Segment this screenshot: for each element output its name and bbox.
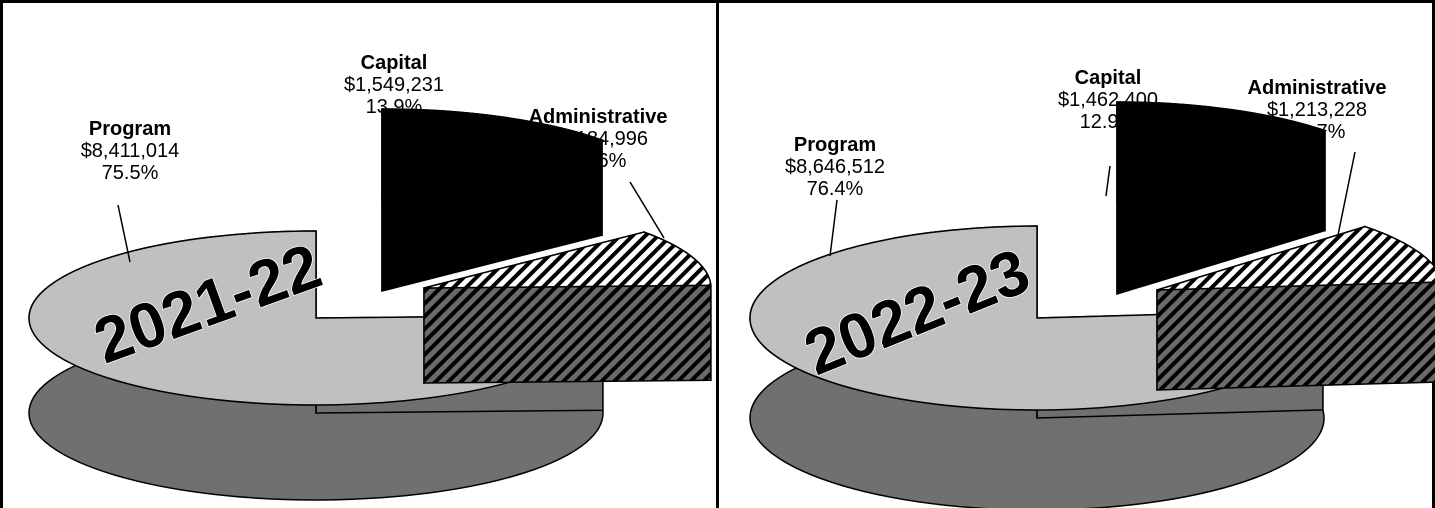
slice-label-administrative: Administrative $1,213,228 10.7% [1248,77,1387,143]
slice-name: Program [785,134,885,156]
leader-line-administrative [630,182,664,238]
leader-line-capital [1106,166,1110,196]
slice-name: Capital [1058,67,1158,89]
slice-label-capital: Capital $1,462,400 12.9% [1058,67,1158,133]
slice-name: Administrative [529,106,668,128]
slice-wall-administrative [424,285,711,383]
slice-amount: $1,184,996 [529,128,668,150]
slice-label-program: Program $8,411,014 75.5% [81,118,180,184]
slice-percent: 13.9% [344,96,444,118]
slice-amount: $8,411,014 [81,140,180,162]
slice-amount: $8,646,512 [785,156,885,178]
slice-wall-administrative [1157,282,1435,390]
slice-percent: 10.6% [529,150,668,172]
slice-amount: $1,549,231 [344,74,444,96]
leader-line-program [830,200,837,256]
slice-percent: 75.5% [81,162,180,184]
slice-amount: $1,213,228 [1248,99,1387,121]
slice-label-capital: Capital $1,549,231 13.9% [344,52,444,118]
slice-name: Program [81,118,180,140]
slice-percent: 12.9% [1058,111,1158,133]
slice-label-administrative: Administrative $1,184,996 10.6% [529,106,668,172]
slice-percent: 10.7% [1248,121,1387,143]
slice-name: Capital [344,52,444,74]
slice-percent: 76.4% [785,178,885,200]
pie-chart-2022-23: 2022-23 Program $8,646,512 76.4% Capital… [720,0,1435,508]
slice-amount: $1,462,400 [1058,89,1158,111]
pie-chart-2021-22: 2021-22 Program $8,411,014 75.5% Capital… [0,0,717,508]
slice-name: Administrative [1248,77,1387,99]
leader-line-administrative [1338,152,1355,235]
slice-label-program: Program $8,646,512 76.4% [785,134,885,200]
